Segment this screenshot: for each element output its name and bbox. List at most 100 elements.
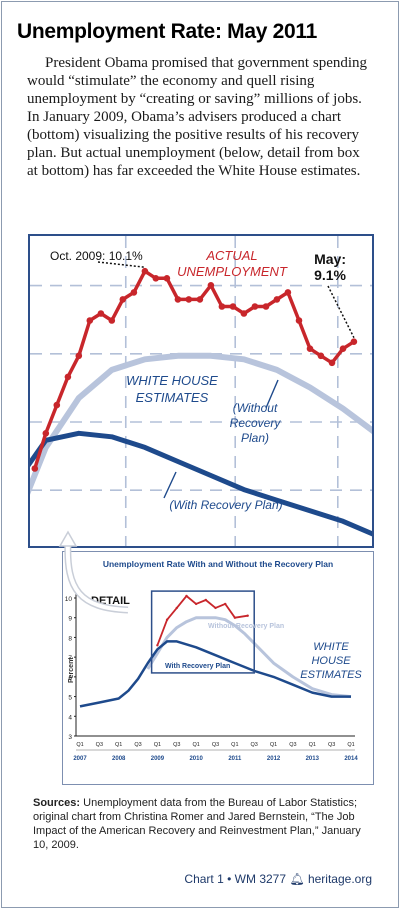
detail-annotations: Oct. 2009: 10.1% ACTUAL UNEMPLOYMENT May… [50,248,347,512]
detail-series [30,261,372,537]
detail-actual-point [86,317,94,324]
original-actual-point [233,616,237,619]
wh-estimates-2: ESTIMATES [136,390,209,405]
without-label-2: Recovery [230,416,282,430]
detail-actual-point [306,345,314,352]
year-label: 2012 [267,756,281,762]
year-label: 2009 [151,756,165,762]
percent-axis-label: Percent [68,657,75,683]
detail-actual-point [328,359,336,367]
x-tick-label: Q3 [251,742,258,748]
detail-actual-point [229,303,237,310]
y-tick-label: 8 [68,635,72,642]
sources-text: Unemployment data from the Bureau of Lab… [33,797,361,851]
original-wh-1: WHITE [313,641,349,653]
original-actual-point [175,606,178,610]
footer-separator: • [227,872,232,886]
x-tick-label: Q1 [154,742,161,748]
actual-label-2: UNEMPLOYMENT [177,264,288,279]
without-label-1: (Without [233,401,278,415]
wh-estimates-1: WHITE HOUSE [126,373,218,388]
y-tick-label: 10 [65,596,73,603]
y-tick-label: 6 [68,675,72,682]
detail-actual-point [273,296,281,303]
detail-actual-point [350,338,358,345]
detail-actual-point [152,275,160,282]
detail-actual-point [130,289,138,296]
y-tick-label: 7 [68,655,72,662]
x-tick-label: Q1 [192,742,199,748]
chart-number: Chart 1 [184,872,224,886]
original-actual-point [214,606,217,610]
bell-icon: 🔔︎ [289,872,305,886]
original-actual-point [204,598,207,602]
original-without-label: Without Recovery Plan [208,623,284,630]
with-leader-line [163,471,177,499]
may-label-1: May: [314,251,346,267]
detail-with-line [30,430,372,537]
detail-actual-point [119,296,127,303]
detail-actual-point [108,317,116,324]
original-chart-panel: Unemployment Rate With and Without the R… [62,551,374,785]
detail-actual-point [196,296,204,303]
may-leader-line [327,285,355,339]
chart-footer: Chart 1 • WM 3277 🔔︎ heritage.org [184,872,372,886]
detail-actual-point [31,465,39,472]
x-tick-label: Q3 [134,742,141,748]
detail-without-line [30,352,372,495]
x-tick-label: Q3 [328,742,335,748]
y-tick-label: 3 [68,734,72,741]
detail-box [150,590,255,674]
detail-actual-point [97,310,105,317]
detail-actual-point [240,310,248,317]
oct-annotation: Oct. 2009: 10.1% [50,249,143,263]
original-actual-point [194,602,198,606]
may-label-2: 9.1% [314,267,346,283]
detail-actual-point [42,430,50,437]
detail-actual-point [295,317,303,324]
detail-actual-point [64,373,72,381]
x-tick-label: Q1 [309,742,316,748]
original-with-line [79,640,351,708]
y-tick-label: 5 [68,695,72,702]
original-actual-point [156,644,159,647]
original-chart: Unemployment Rate With and Without the R… [65,559,363,762]
x-tick-label: Q3 [173,742,180,748]
detail-actual-line [33,269,355,470]
original-actual-point [185,594,188,598]
original-without-line [146,616,352,699]
without-leader-line [265,379,279,409]
x-tick-label: Q3 [212,742,219,748]
original-actual-point [246,614,249,617]
x-tick-label: Q3 [289,742,296,748]
x-tick-label: Q3 [96,742,103,748]
detail-connector-arrow [58,530,129,614]
without-label-3: Plan) [241,431,269,445]
detail-actual-point [75,352,83,360]
detail-actual-point [262,303,270,310]
x-tick-label: Q1 [115,742,122,748]
detail-actual-point [207,282,215,289]
y-tick-label: 9 [68,616,72,623]
year-label: 2013 [306,756,320,762]
detail-actual-point [317,352,325,360]
detail-actual-point [174,296,182,303]
original-series [79,590,352,708]
detail-actual-point [339,345,347,352]
year-label: 2011 [228,756,242,762]
original-wh-2: HOUSE [311,655,351,667]
year-label: 2014 [344,756,358,762]
page-title: Unemployment Rate: May 2011 [17,20,318,43]
original-with-label: With Recovery Plan [165,663,230,670]
year-label: 2010 [189,756,203,762]
original-chart-title: Unemployment Rate With and Without the R… [103,559,333,569]
wm-number: WM 3277 [234,872,287,886]
site-name: heritage.org [307,872,372,886]
detail-actual-point [53,401,61,409]
x-tick-label: Q1 [231,742,238,748]
y-tick-label: 4 [68,714,72,721]
year-label: 2007 [73,756,87,762]
detail-actual-point [141,267,149,275]
year-label: 2008 [112,756,126,762]
original-wh-3: ESTIMATES [300,669,362,681]
